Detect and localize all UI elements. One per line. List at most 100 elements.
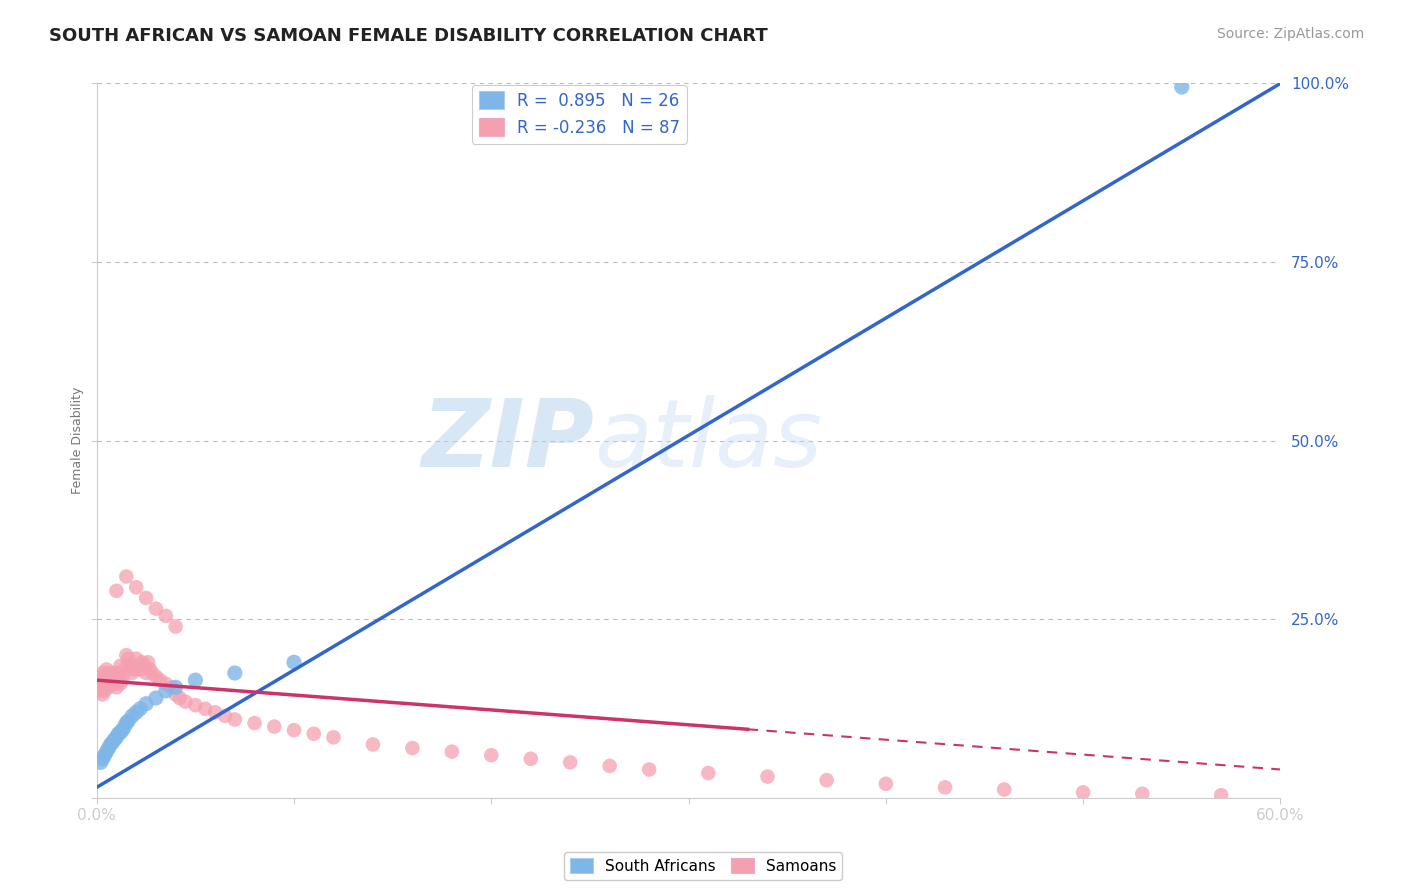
Point bbox=[100, 677, 122, 691]
Point bbox=[283, 655, 305, 669]
Point bbox=[100, 669, 122, 683]
Point bbox=[96, 677, 118, 691]
Point bbox=[105, 681, 128, 695]
Point bbox=[993, 782, 1015, 797]
Point bbox=[302, 727, 325, 741]
Point bbox=[756, 770, 779, 784]
Point bbox=[121, 665, 143, 680]
Point bbox=[401, 741, 423, 756]
Point bbox=[93, 673, 115, 688]
Y-axis label: Female Disability: Female Disability bbox=[72, 387, 84, 494]
Point bbox=[599, 759, 621, 773]
Legend: R =  0.895   N = 26, R = -0.236   N = 87: R = 0.895 N = 26, R = -0.236 N = 87 bbox=[472, 85, 686, 144]
Point bbox=[560, 756, 582, 770]
Point bbox=[91, 752, 114, 766]
Point bbox=[97, 665, 120, 680]
Point bbox=[131, 655, 153, 669]
Point bbox=[127, 658, 149, 673]
Point bbox=[115, 648, 138, 662]
Point bbox=[815, 773, 838, 788]
Point bbox=[1171, 80, 1194, 95]
Point bbox=[263, 720, 285, 734]
Point bbox=[112, 665, 135, 680]
Point bbox=[184, 673, 207, 688]
Point bbox=[101, 673, 124, 688]
Point bbox=[283, 723, 305, 738]
Point bbox=[107, 665, 129, 680]
Point bbox=[105, 731, 128, 745]
Text: ZIP: ZIP bbox=[420, 395, 593, 487]
Point bbox=[107, 673, 129, 688]
Point bbox=[224, 665, 246, 680]
Point bbox=[103, 669, 125, 683]
Point bbox=[125, 651, 148, 665]
Point bbox=[90, 756, 112, 770]
Point bbox=[93, 748, 115, 763]
Point bbox=[90, 677, 112, 691]
Point bbox=[136, 655, 159, 669]
Text: atlas: atlas bbox=[593, 395, 823, 486]
Point bbox=[125, 706, 148, 720]
Point bbox=[160, 681, 183, 695]
Point bbox=[194, 702, 217, 716]
Point bbox=[87, 681, 110, 695]
Point bbox=[87, 673, 110, 688]
Point bbox=[110, 677, 132, 691]
Point bbox=[91, 681, 114, 695]
Point bbox=[101, 665, 124, 680]
Point bbox=[91, 688, 114, 702]
Point bbox=[90, 669, 112, 683]
Point bbox=[479, 748, 502, 763]
Point bbox=[129, 702, 152, 716]
Point bbox=[121, 709, 143, 723]
Point bbox=[697, 766, 720, 780]
Point bbox=[110, 658, 132, 673]
Point bbox=[135, 697, 157, 711]
Point bbox=[115, 716, 138, 731]
Point bbox=[145, 601, 167, 615]
Point bbox=[519, 752, 541, 766]
Point bbox=[155, 677, 177, 691]
Point bbox=[103, 677, 125, 691]
Point bbox=[145, 669, 167, 683]
Point bbox=[91, 665, 114, 680]
Point bbox=[93, 684, 115, 698]
Point bbox=[96, 745, 118, 759]
Point bbox=[184, 698, 207, 713]
Point bbox=[440, 745, 463, 759]
Point bbox=[135, 665, 157, 680]
Point bbox=[165, 619, 187, 633]
Point bbox=[214, 709, 236, 723]
Point bbox=[135, 591, 157, 605]
Point bbox=[97, 741, 120, 756]
Point bbox=[107, 727, 129, 741]
Text: SOUTH AFRICAN VS SAMOAN FEMALE DISABILITY CORRELATION CHART: SOUTH AFRICAN VS SAMOAN FEMALE DISABILIT… bbox=[49, 27, 768, 45]
Legend: South Africans, Samoans: South Africans, Samoans bbox=[564, 852, 842, 880]
Point bbox=[100, 738, 122, 752]
Point bbox=[934, 780, 956, 795]
Point bbox=[117, 651, 139, 665]
Point bbox=[96, 669, 118, 683]
Point bbox=[875, 777, 897, 791]
Point bbox=[122, 662, 145, 676]
Point bbox=[105, 673, 128, 688]
Point bbox=[105, 665, 128, 680]
Point bbox=[125, 580, 148, 594]
Point bbox=[165, 681, 187, 695]
Point bbox=[96, 662, 118, 676]
Point bbox=[111, 673, 134, 688]
Point bbox=[115, 658, 138, 673]
Point bbox=[97, 673, 120, 688]
Point bbox=[243, 716, 266, 731]
Point bbox=[174, 695, 197, 709]
Point bbox=[115, 569, 138, 583]
Point bbox=[120, 658, 142, 673]
Point bbox=[129, 662, 152, 676]
Point bbox=[132, 658, 155, 673]
Point bbox=[112, 720, 135, 734]
Point bbox=[169, 691, 191, 706]
Text: Source: ZipAtlas.com: Source: ZipAtlas.com bbox=[1216, 27, 1364, 41]
Point bbox=[117, 714, 139, 728]
Point bbox=[155, 684, 177, 698]
Point bbox=[322, 731, 344, 745]
